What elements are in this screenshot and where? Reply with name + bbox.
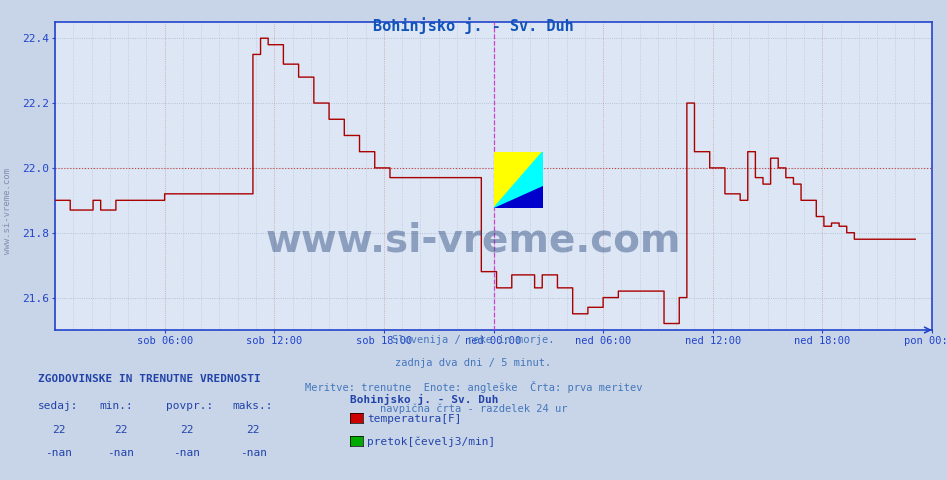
Text: min.:: min.: [99, 401, 134, 411]
Text: povpr.:: povpr.: [166, 401, 213, 411]
Text: -nan: -nan [240, 448, 267, 458]
Text: www.si-vreme.com: www.si-vreme.com [3, 168, 12, 254]
Text: temperatura[F]: temperatura[F] [367, 414, 462, 423]
Text: maks.:: maks.: [232, 401, 273, 411]
Text: 22: 22 [246, 425, 259, 435]
Text: Bohinjsko j. - Sv. Duh: Bohinjsko j. - Sv. Duh [350, 394, 499, 405]
Text: -nan: -nan [45, 448, 73, 458]
Text: 22: 22 [180, 425, 193, 435]
Text: Meritve: trenutne  Enote: angleške  Črta: prva meritev: Meritve: trenutne Enote: angleške Črta: … [305, 381, 642, 393]
Text: Slovenija / reke in morje.: Slovenija / reke in morje. [392, 335, 555, 345]
Polygon shape [493, 152, 543, 208]
Text: 22: 22 [114, 425, 127, 435]
Text: pretok[čevelj3/min]: pretok[čevelj3/min] [367, 436, 495, 447]
Text: navpična črta - razdelek 24 ur: navpična črta - razdelek 24 ur [380, 404, 567, 414]
Text: ZGODOVINSKE IN TRENUTNE VREDNOSTI: ZGODOVINSKE IN TRENUTNE VREDNOSTI [38, 374, 260, 384]
Polygon shape [493, 152, 543, 208]
Text: Bohinjsko j. - Sv. Duh: Bohinjsko j. - Sv. Duh [373, 17, 574, 34]
Text: 22: 22 [52, 425, 65, 435]
Text: -nan: -nan [173, 448, 201, 458]
Text: sedaj:: sedaj: [38, 401, 79, 411]
Text: zadnja dva dni / 5 minut.: zadnja dva dni / 5 minut. [396, 358, 551, 368]
Polygon shape [493, 186, 543, 208]
Text: www.si-vreme.com: www.si-vreme.com [266, 221, 681, 259]
Text: -nan: -nan [107, 448, 134, 458]
